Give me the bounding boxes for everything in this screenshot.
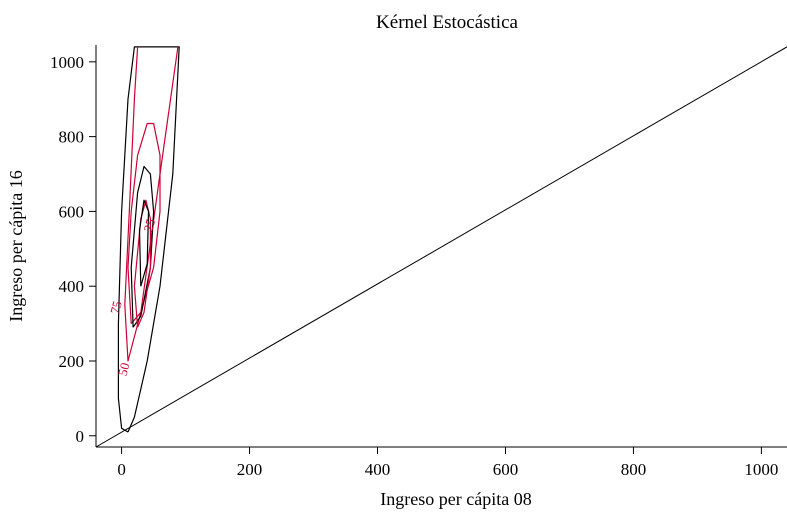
x-ticks: 0 200 400 600 800 1000 <box>117 447 778 479</box>
x-tick-label: 800 <box>621 460 647 479</box>
contour-label-layer: 25 75 50 <box>107 217 158 377</box>
contour-label-50: 50 <box>115 361 133 377</box>
y-ticks: 0 200 400 600 800 1000 <box>50 53 96 446</box>
contour-line-4 <box>130 165 155 328</box>
y-axis-label: Ingreso per cápita 16 <box>6 170 26 321</box>
contour-label-75: 75 <box>107 299 125 315</box>
diagonal-layer <box>95 46 787 448</box>
y-tick-label: 600 <box>59 202 85 221</box>
x-axis-label: Ingreso per cápita 08 <box>380 489 531 509</box>
y-tick-label: 200 <box>59 352 85 371</box>
y-tick-label: 400 <box>59 277 85 296</box>
contour-line-6 <box>138 199 150 287</box>
axes: 0 200 400 600 800 1000 0 200 400 600 800 1000 <box>50 45 787 479</box>
contour-line-2 <box>124 46 179 362</box>
y-tick-label: 800 <box>59 128 85 147</box>
diagonal-line <box>95 46 787 448</box>
y-tick-label: 1000 <box>50 53 84 72</box>
chart-title: Kérnel Estocástica <box>376 12 518 33</box>
contour-label-25: 25 <box>140 217 158 233</box>
x-tick-label: 0 <box>117 460 126 479</box>
contour-layer <box>117 46 180 433</box>
x-tick-label: 200 <box>237 460 263 479</box>
x-tick-label: 400 <box>365 460 391 479</box>
contour-line-1 <box>117 46 180 433</box>
x-tick-label: 600 <box>493 460 519 479</box>
x-tick-label: 1000 <box>744 460 778 479</box>
contour-line-3 <box>127 122 161 324</box>
y-tick-label: 0 <box>76 427 85 446</box>
